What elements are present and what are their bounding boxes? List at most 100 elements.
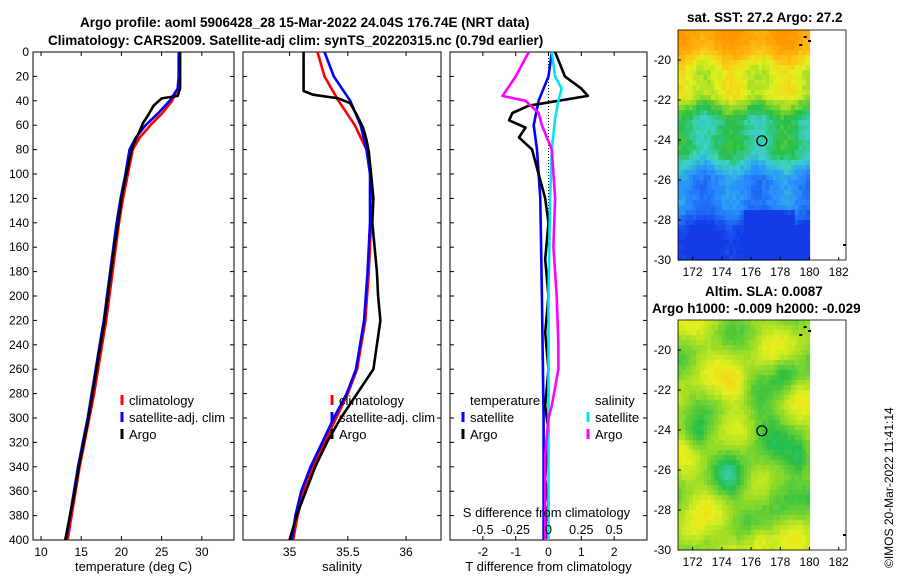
sla-map-cell	[754, 340, 759, 346]
sst-map-cell	[703, 225, 708, 231]
sla-map-cell	[725, 325, 730, 331]
sla-map-cell	[725, 390, 730, 396]
sla-map-cell	[758, 540, 763, 546]
sla-map-cell	[707, 530, 712, 536]
sst-map-cell	[783, 55, 789, 61]
sst-map-cell	[714, 120, 719, 126]
sst-map-cell	[791, 190, 796, 196]
sla-map-cell	[758, 435, 763, 441]
sst-map-cell	[776, 180, 781, 186]
sst-map-cell	[736, 110, 741, 116]
sst-map-cell	[703, 30, 708, 36]
sla-map-cell	[758, 505, 763, 511]
sst-map-cell	[798, 255, 803, 261]
sla-map-cell	[754, 480, 759, 486]
sst-map-cell	[689, 195, 694, 201]
sst-map-cell	[696, 160, 701, 166]
sla-map-cell	[747, 360, 752, 366]
sst-map-cell	[714, 90, 719, 96]
sla-map-cell	[692, 340, 697, 346]
sst-map-cell	[710, 105, 716, 111]
sla-map-cell	[751, 370, 756, 376]
sla-map-cell	[751, 490, 756, 496]
sla-map-cell	[725, 545, 730, 551]
sst-map-cell	[798, 125, 803, 131]
sst-map-cell	[732, 95, 738, 101]
sla-map-cell	[805, 330, 811, 336]
sla-map-cell	[718, 350, 723, 356]
sst-map-cell	[769, 40, 774, 46]
sla-map-cell	[773, 480, 778, 486]
sla-map-cell	[773, 385, 778, 391]
sst-map-panel	[677, 29, 847, 261]
sst-map-cell	[773, 205, 778, 211]
sst-map-cell	[805, 165, 811, 171]
sst-map-cell	[710, 245, 716, 251]
sst-map-cell	[780, 60, 785, 66]
sst-map-cell	[736, 215, 741, 221]
sst-map-cell	[699, 180, 705, 186]
sst-map-cell	[736, 210, 741, 216]
sst-map-cell	[758, 170, 763, 176]
sst-map-cell	[699, 40, 705, 46]
sst-map-cell	[714, 195, 719, 201]
sla-map-cell	[707, 335, 712, 341]
sla-map-cell	[732, 420, 738, 426]
sla-map-cell	[805, 360, 811, 366]
sla-map-cell	[787, 410, 792, 416]
sst-map-cell	[787, 220, 792, 226]
sla-map-cell	[773, 375, 778, 381]
sst-map-cell	[762, 200, 767, 206]
sst-map-cell	[703, 135, 708, 141]
sla-map-land-speck	[803, 326, 807, 328]
sst-map-cell	[678, 225, 683, 231]
sst-map-cell	[762, 220, 767, 226]
sla-map-cell	[710, 500, 716, 506]
sla-map-cell	[787, 520, 792, 526]
sla-map-cell	[721, 545, 727, 551]
sst-map-cell	[703, 105, 708, 111]
sla-map-cell	[743, 340, 748, 346]
sst-map-cell	[685, 125, 690, 131]
sst-map-cell	[751, 150, 756, 156]
sst-map-cell	[802, 95, 807, 101]
sst-map-cell	[725, 240, 730, 246]
sla-map-cell	[802, 480, 807, 486]
temperature-profile-ytick-label: 140	[9, 216, 29, 230]
sst-map-cell	[732, 140, 738, 146]
sst-map-cell	[692, 230, 697, 236]
sla-map-cell	[783, 400, 789, 406]
sla-map-cell	[685, 465, 690, 471]
difference-profile-xtick-top-label: 0.5	[605, 523, 622, 537]
sst-map-cell	[769, 215, 774, 221]
sla-map-cell	[794, 395, 800, 401]
sla-map-cell	[743, 425, 748, 431]
sst-map-cell	[678, 110, 683, 116]
sla-map-cell	[721, 415, 727, 421]
sst-map-cell	[736, 230, 741, 236]
sla-map-cell	[685, 365, 690, 371]
sla-map-cell	[678, 415, 683, 421]
sla-map-cell	[718, 425, 723, 431]
sla-map-cell	[780, 470, 785, 476]
sst-map-cell	[762, 230, 767, 236]
sst-map-cell	[798, 160, 803, 166]
sst-map-cell	[696, 110, 701, 116]
sst-map-cell	[802, 210, 807, 216]
sla-map-cell	[787, 345, 792, 351]
sla-map-cell	[732, 330, 738, 336]
sst-map-cell	[805, 145, 811, 151]
sst-map-cell	[758, 160, 763, 166]
sst-map-cell	[802, 190, 807, 196]
sla-map-cell	[681, 345, 686, 351]
sst-map-cell	[710, 160, 716, 166]
sla-map-cell	[747, 500, 752, 506]
sst-map-cell	[692, 165, 697, 171]
sla-map-cell	[798, 505, 803, 511]
sla-map-cell	[714, 545, 719, 551]
sst-map-cell	[773, 110, 778, 116]
sla-map-cell	[736, 525, 741, 531]
sla-map-cell	[802, 515, 807, 521]
sla-map-cell	[780, 430, 785, 436]
sla-map-cell	[743, 455, 748, 461]
